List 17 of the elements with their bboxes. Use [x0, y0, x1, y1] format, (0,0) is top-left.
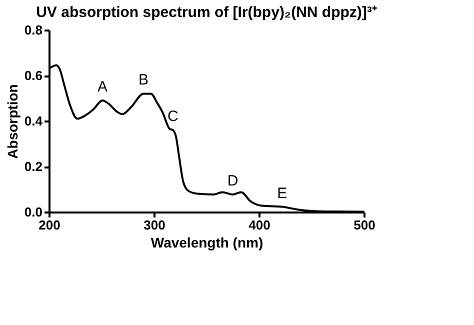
y-axis-title: Absorption [4, 84, 20, 159]
x-tick-label: 400 [248, 218, 270, 232]
x-tick-label: 300 [144, 218, 166, 232]
annotation: C [167, 108, 178, 126]
y-tick-label: 0.8 [24, 22, 42, 38]
annotation: E [277, 184, 288, 202]
x-tick-label: 500 [354, 218, 376, 232]
annotation: B [138, 72, 149, 89]
annotation: D [227, 172, 238, 190]
y-tick-label: 0.2 [24, 159, 42, 174]
x-axis-title: Wavelength (nm) [150, 234, 264, 250]
chart-title: UV absorption spectrum of [Ir(bpy)₂(NN dppz)]³⁺ [36, 4, 377, 21]
y-tick-label: 0.0 [24, 204, 42, 220]
x-tick-label: 200 [38, 218, 60, 232]
y-tick-label: 0.6 [24, 68, 42, 83]
y-tick-label: 0.4 [24, 114, 44, 128]
annotation: A [98, 78, 108, 96]
